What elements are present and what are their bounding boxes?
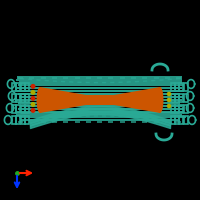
Polygon shape bbox=[142, 77, 147, 79]
Polygon shape bbox=[18, 77, 23, 79]
Polygon shape bbox=[16, 114, 182, 116]
Circle shape bbox=[31, 91, 35, 94]
Polygon shape bbox=[29, 121, 34, 123]
Circle shape bbox=[31, 103, 35, 106]
Circle shape bbox=[167, 92, 171, 96]
Polygon shape bbox=[120, 77, 125, 79]
Polygon shape bbox=[20, 105, 182, 107]
Polygon shape bbox=[40, 87, 91, 113]
Polygon shape bbox=[131, 121, 136, 123]
Polygon shape bbox=[97, 121, 102, 123]
Polygon shape bbox=[16, 111, 183, 113]
Polygon shape bbox=[97, 77, 102, 79]
Polygon shape bbox=[131, 77, 136, 79]
Polygon shape bbox=[86, 121, 91, 123]
Polygon shape bbox=[17, 90, 184, 92]
Polygon shape bbox=[120, 121, 125, 123]
Polygon shape bbox=[41, 121, 46, 123]
Ellipse shape bbox=[156, 87, 164, 113]
Polygon shape bbox=[18, 93, 180, 95]
Polygon shape bbox=[154, 77, 159, 79]
Polygon shape bbox=[18, 102, 180, 104]
Polygon shape bbox=[18, 121, 23, 123]
Polygon shape bbox=[108, 121, 113, 123]
Polygon shape bbox=[18, 84, 184, 86]
Polygon shape bbox=[165, 77, 170, 79]
Polygon shape bbox=[63, 77, 68, 79]
Polygon shape bbox=[109, 87, 160, 113]
Circle shape bbox=[167, 98, 171, 102]
Polygon shape bbox=[75, 121, 80, 123]
Polygon shape bbox=[176, 121, 181, 123]
Polygon shape bbox=[16, 79, 182, 81]
Polygon shape bbox=[63, 121, 68, 123]
Polygon shape bbox=[52, 121, 57, 123]
Polygon shape bbox=[108, 77, 113, 79]
Polygon shape bbox=[19, 116, 186, 118]
Polygon shape bbox=[17, 87, 182, 89]
Polygon shape bbox=[86, 77, 91, 79]
Polygon shape bbox=[17, 76, 182, 79]
Polygon shape bbox=[19, 96, 183, 98]
Polygon shape bbox=[29, 77, 34, 79]
Polygon shape bbox=[75, 77, 80, 79]
Circle shape bbox=[31, 109, 35, 112]
Polygon shape bbox=[21, 112, 179, 114]
Circle shape bbox=[167, 104, 171, 108]
Polygon shape bbox=[142, 121, 147, 123]
Ellipse shape bbox=[36, 87, 44, 113]
Polygon shape bbox=[52, 77, 57, 79]
Circle shape bbox=[31, 85, 35, 88]
Polygon shape bbox=[154, 121, 159, 123]
Polygon shape bbox=[21, 119, 178, 121]
Polygon shape bbox=[18, 108, 183, 110]
Circle shape bbox=[31, 97, 35, 100]
Polygon shape bbox=[17, 99, 182, 101]
Polygon shape bbox=[176, 77, 181, 79]
Polygon shape bbox=[91, 95, 109, 105]
Polygon shape bbox=[19, 81, 182, 84]
Polygon shape bbox=[41, 77, 46, 79]
Polygon shape bbox=[165, 121, 170, 123]
